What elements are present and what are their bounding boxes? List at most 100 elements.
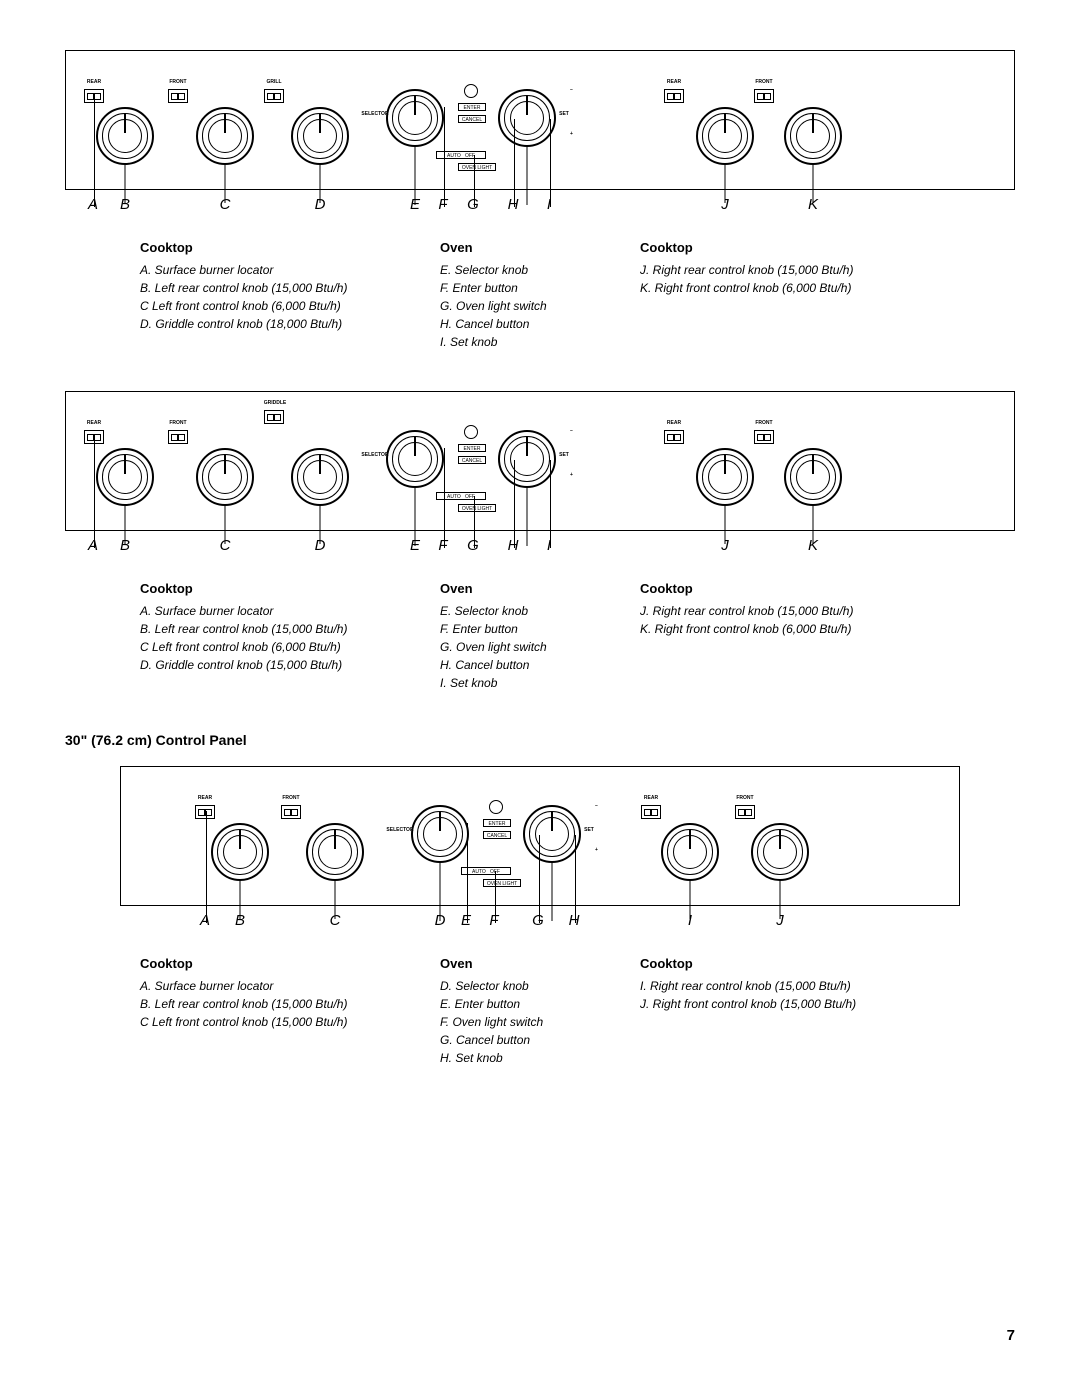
lead-line [467, 823, 468, 923]
knob-icon [696, 448, 754, 506]
burner-locator-icon [735, 805, 755, 819]
panel-diagram-2: REAR FRONT GRIDDLE SELECTOR ENTER CANCEL… [65, 391, 1015, 531]
callout-letter: K [808, 196, 818, 213]
legend-item: I. Right rear control knob (15,000 Btu/h… [640, 977, 980, 995]
legend-item: F. Oven light switch [440, 1013, 640, 1031]
callout-letter: C [220, 196, 231, 213]
knob-icon [96, 107, 154, 165]
legend-item: B. Left rear control knob (15,000 Btu/h) [140, 995, 440, 1013]
minus-label: – [570, 428, 573, 434]
front-label: FRONT [166, 79, 190, 85]
front-label: FRONT [279, 795, 303, 801]
front-label: FRONT [752, 420, 776, 426]
panel-block-3: REAR FRONT SELECTOR ENTER CANCEL AUTO OF… [120, 766, 960, 1067]
callout-letter: I [688, 912, 692, 929]
lead-line [550, 119, 551, 207]
callout-letter: I [547, 196, 551, 213]
legend-item: A. Surface burner locator [140, 977, 440, 995]
oven-light-icon: OVEN LIGHT [483, 879, 521, 887]
callout-row-2: ABCDEFGHIJK [65, 537, 1015, 567]
legend-item: C Left front control knob (6,000 Btu/h) [140, 297, 440, 315]
callout-letter: A [88, 537, 98, 554]
burner-locator-icon [168, 430, 188, 444]
callout-letter: H [508, 537, 519, 554]
legend-items: A. Surface burner locatorB. Left rear co… [140, 261, 440, 333]
oven-light-icon: OVEN LIGHT [458, 504, 496, 512]
legend-head: Cooktop [140, 581, 440, 596]
legend-item: D. Griddle control knob (15,000 Btu/h) [140, 656, 440, 674]
plus-label: + [595, 847, 598, 853]
callout-letter: C [330, 912, 341, 929]
legend-item: C Left front control knob (6,000 Btu/h) [140, 638, 440, 656]
callout-letter: D [315, 196, 326, 213]
legend-items: D. Selector knobE. Enter buttonF. Oven l… [440, 977, 640, 1067]
burner-locator-icon [664, 430, 684, 444]
enter-button-icon: ENTER [458, 444, 486, 452]
legend-item: H. Cancel button [440, 315, 640, 333]
knob-icon [523, 805, 581, 863]
small-knob-icon [464, 84, 478, 98]
knob-icon [498, 89, 556, 147]
lead-line [206, 811, 207, 923]
set-label: SET [556, 111, 572, 117]
knob-icon [386, 89, 444, 147]
front-label: FRONT [752, 79, 776, 85]
small-knob-icon [489, 800, 503, 814]
legend-col-cooktop-left: Cooktop A. Surface burner locatorB. Left… [140, 240, 440, 351]
legend-item: D. Griddle control knob (18,000 Btu/h) [140, 315, 440, 333]
grill-label: GRILL [262, 79, 286, 85]
burner-locator-icon [754, 430, 774, 444]
legend-head: Cooktop [640, 581, 980, 596]
knob-icon [784, 107, 842, 165]
legend-item: C Left front control knob (15,000 Btu/h) [140, 1013, 440, 1031]
callout-letter: F [438, 196, 447, 213]
auto-off-icon: AUTO OFF [461, 867, 511, 875]
griddle-label: GRIDDLE [260, 400, 290, 406]
lead-line [550, 460, 551, 548]
knob-icon [784, 448, 842, 506]
page-number: 7 [65, 1327, 1015, 1344]
callout-row-3: ABCDEFGHIJ [120, 912, 960, 942]
cancel-button-icon: CANCEL [458, 115, 486, 123]
legend-item: J. Right front control knob (15,000 Btu/… [640, 995, 980, 1013]
callout-letter: A [88, 196, 98, 213]
callout-letter: B [120, 196, 130, 213]
rear-label: REAR [641, 795, 661, 801]
legend-head: Oven [440, 956, 640, 971]
legend-item: H. Set knob [440, 1049, 640, 1067]
selector-label: SELECTOR [386, 827, 414, 833]
legend-item: A. Surface burner locator [140, 261, 440, 279]
panel-diagram-3: REAR FRONT SELECTOR ENTER CANCEL AUTO OF… [120, 766, 960, 906]
minus-label: – [570, 87, 573, 93]
callout-letter: D [315, 537, 326, 554]
lead-line [514, 460, 515, 548]
callout-letter: B [120, 537, 130, 554]
legend-col-oven: Oven D. Selector knobE. Enter buttonF. O… [440, 956, 640, 1067]
callout-letter: G [532, 912, 544, 929]
front-label: FRONT [733, 795, 757, 801]
callout-letter: D [435, 912, 446, 929]
legend-col-cooktop-right: Cooktop J. Right rear control knob (15,0… [640, 581, 980, 692]
minus-label: – [595, 803, 598, 809]
callout-letter: K [808, 537, 818, 554]
callout-letter: H [569, 912, 580, 929]
legend-head: Oven [440, 240, 640, 255]
legend-item: B. Left rear control knob (15,000 Btu/h) [140, 279, 440, 297]
legend-head: Cooktop [140, 956, 440, 971]
knob-icon [196, 448, 254, 506]
legend-head: Cooktop [640, 240, 980, 255]
knob-icon [96, 448, 154, 506]
legend-item: K. Right front control knob (6,000 Btu/h… [640, 279, 980, 297]
small-knob-icon [464, 425, 478, 439]
panel-block-2: REAR FRONT GRIDDLE SELECTOR ENTER CANCEL… [65, 391, 1015, 692]
lead-line [94, 436, 95, 548]
legend-item: E. Enter button [440, 995, 640, 1013]
knob-icon [751, 823, 809, 881]
selector-label: SELECTOR [361, 111, 389, 117]
legend-items: J. Right rear control knob (15,000 Btu/h… [640, 602, 980, 638]
legend-head: Cooktop [140, 240, 440, 255]
lead-line [575, 835, 576, 923]
burner-locator-icon [754, 89, 774, 103]
knob-icon [306, 823, 364, 881]
callout-letter: H [508, 196, 519, 213]
